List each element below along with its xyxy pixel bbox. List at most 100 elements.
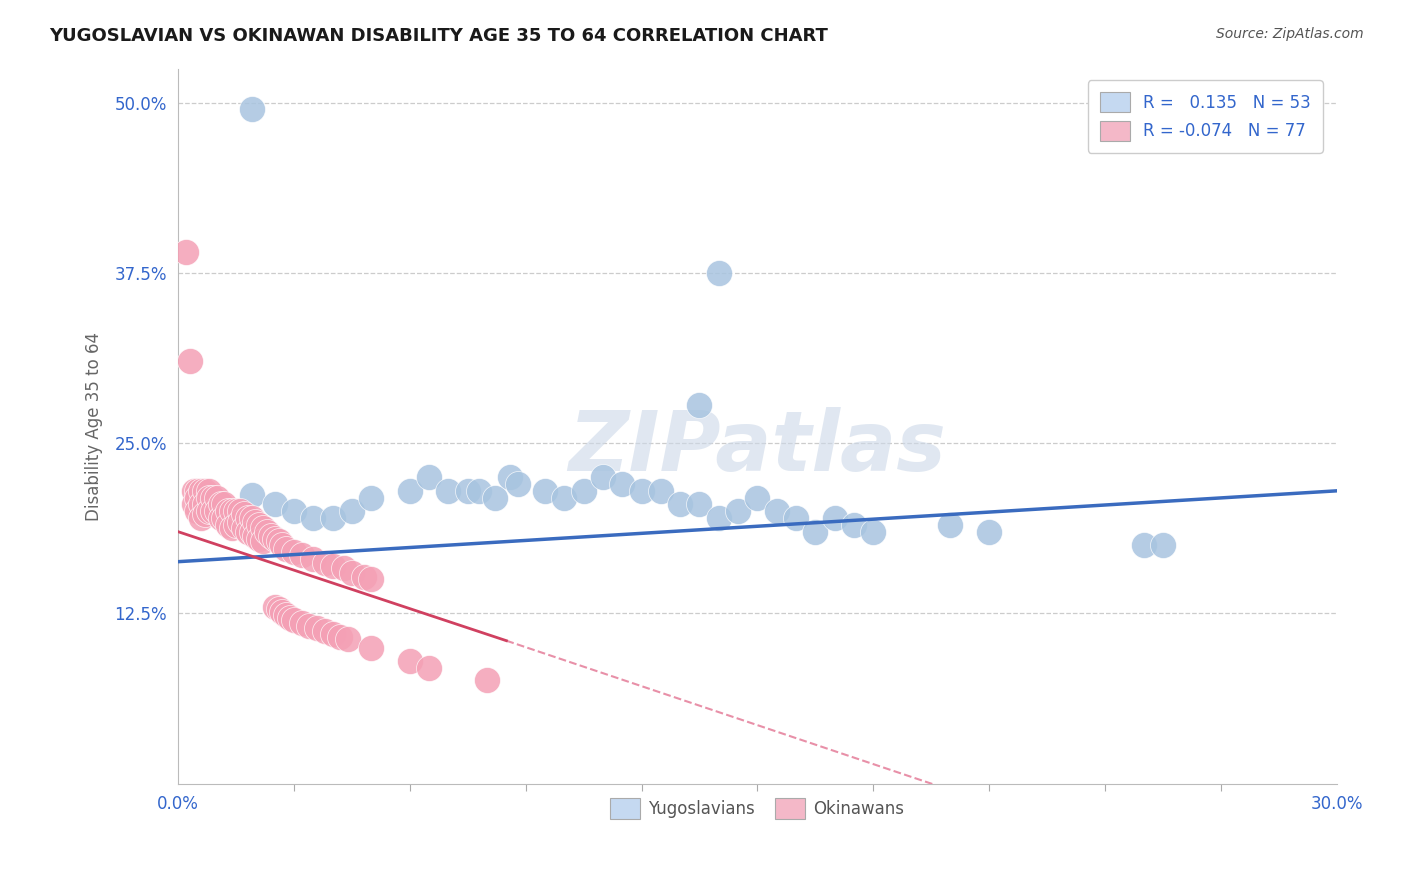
Point <box>862 524 884 539</box>
Point <box>283 504 305 518</box>
Point <box>194 507 217 521</box>
Point <box>225 517 247 532</box>
Point <box>499 470 522 484</box>
Point <box>322 511 344 525</box>
Point <box>186 483 208 498</box>
Point <box>418 470 440 484</box>
Point <box>247 532 270 546</box>
Point <box>194 483 217 498</box>
Point <box>322 558 344 573</box>
Point <box>939 517 962 532</box>
Point <box>592 470 614 484</box>
Point <box>765 504 787 518</box>
Point <box>198 491 221 505</box>
Point <box>360 573 382 587</box>
Point <box>572 483 595 498</box>
Point <box>217 517 239 532</box>
Point <box>174 245 197 260</box>
Point <box>205 504 228 518</box>
Point <box>198 504 221 518</box>
Point <box>340 504 363 518</box>
Point <box>240 511 263 525</box>
Point <box>179 354 201 368</box>
Point <box>630 483 652 498</box>
Point <box>240 488 263 502</box>
Point <box>337 632 360 647</box>
Point <box>688 398 710 412</box>
Point <box>650 483 672 498</box>
Point <box>747 491 769 505</box>
Point <box>252 521 274 535</box>
Point <box>252 534 274 549</box>
Point <box>457 483 479 498</box>
Point <box>707 266 730 280</box>
Y-axis label: Disability Age 35 to 64: Disability Age 35 to 64 <box>86 332 103 521</box>
Point <box>302 511 325 525</box>
Point <box>278 610 301 624</box>
Point <box>475 673 498 688</box>
Point <box>707 511 730 525</box>
Point <box>322 627 344 641</box>
Point <box>340 566 363 580</box>
Point <box>298 618 321 632</box>
Point <box>333 561 356 575</box>
Point <box>232 507 254 521</box>
Point <box>183 498 205 512</box>
Point <box>271 605 294 619</box>
Point <box>190 483 212 498</box>
Point <box>201 491 224 505</box>
Point <box>186 504 208 518</box>
Point <box>271 538 294 552</box>
Point <box>804 524 827 539</box>
Point <box>267 602 290 616</box>
Point <box>534 483 557 498</box>
Point <box>263 498 285 512</box>
Point <box>398 654 420 668</box>
Point <box>398 483 420 498</box>
Point <box>314 624 336 639</box>
Point <box>240 524 263 539</box>
Point <box>1132 538 1154 552</box>
Point <box>201 504 224 518</box>
Point <box>842 517 865 532</box>
Point <box>669 498 692 512</box>
Text: YUGOSLAVIAN VS OKINAWAN DISABILITY AGE 35 TO 64 CORRELATION CHART: YUGOSLAVIAN VS OKINAWAN DISABILITY AGE 3… <box>49 27 828 45</box>
Point <box>240 103 263 117</box>
Point <box>468 483 491 498</box>
Point <box>314 556 336 570</box>
Point <box>205 491 228 505</box>
Point <box>612 477 634 491</box>
Point <box>245 529 267 543</box>
Point <box>225 504 247 518</box>
Point <box>360 640 382 655</box>
Point <box>236 511 259 525</box>
Point <box>1152 538 1174 552</box>
Point <box>785 511 807 525</box>
Point <box>302 552 325 566</box>
Text: ZIPatlas: ZIPatlas <box>568 407 946 488</box>
Text: Source: ZipAtlas.com: Source: ZipAtlas.com <box>1216 27 1364 41</box>
Point <box>260 529 283 543</box>
Point <box>209 511 232 525</box>
Point <box>484 491 506 505</box>
Point <box>329 630 352 644</box>
Point <box>276 607 298 622</box>
Point <box>977 524 1000 539</box>
Point <box>256 524 278 539</box>
Point <box>190 511 212 525</box>
Point <box>198 483 221 498</box>
Point <box>245 515 267 529</box>
Point <box>229 504 252 518</box>
Point <box>209 498 232 512</box>
Point <box>263 599 285 614</box>
Point <box>553 491 575 505</box>
Point <box>214 498 236 512</box>
Point <box>283 545 305 559</box>
Point <box>418 661 440 675</box>
Point <box>283 613 305 627</box>
Point <box>291 548 314 562</box>
Point <box>353 569 375 583</box>
Point <box>276 542 298 557</box>
Point <box>506 477 529 491</box>
Point <box>236 524 259 539</box>
